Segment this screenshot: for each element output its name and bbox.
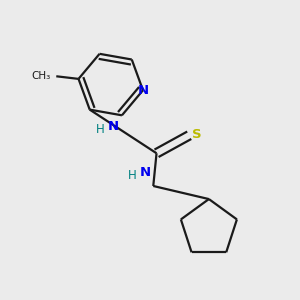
Text: N: N bbox=[108, 120, 119, 133]
Text: N: N bbox=[137, 84, 148, 97]
Text: H: H bbox=[128, 169, 136, 182]
Text: S: S bbox=[192, 128, 201, 141]
Text: H: H bbox=[96, 123, 105, 136]
Text: N: N bbox=[140, 166, 151, 179]
Text: CH₃: CH₃ bbox=[32, 71, 51, 81]
